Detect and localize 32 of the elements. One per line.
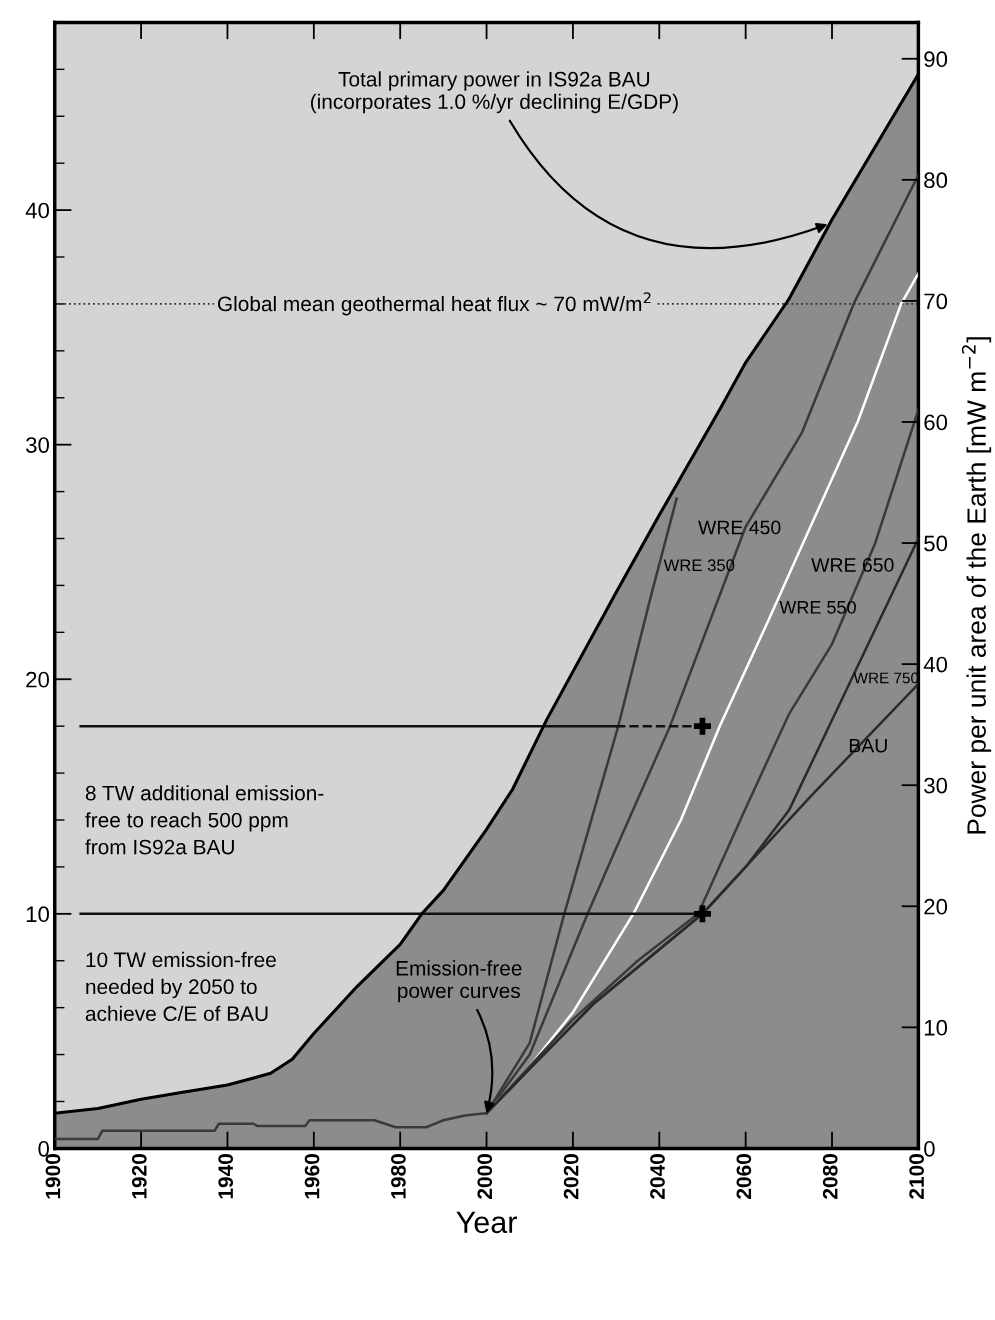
y2-tick-label: 10	[924, 1019, 948, 1036]
y2-tick-label: 0	[924, 1140, 935, 1157]
x-tick-label: 2040	[650, 1154, 665, 1199]
y2-tick-label: 70	[924, 293, 948, 310]
x-tick-label: 1920	[131, 1154, 147, 1199]
y2-tick-label: 80	[924, 172, 948, 189]
x-tick-label: 1960	[304, 1154, 320, 1199]
annotation: Emission-free power curves	[396, 960, 522, 1003]
y2-tick-label: 30	[924, 777, 948, 794]
annotation: 10 TW emission-free needed by 2050 to achieve C/E of BAU	[85, 951, 276, 1022]
x-tick-label: 2060	[736, 1154, 752, 1199]
x-axis-title: Year	[456, 1211, 517, 1234]
x-tick-label: 2020	[563, 1154, 579, 1199]
y2-tick-label: 40	[923, 656, 948, 673]
y2-tick-label: 50	[924, 535, 948, 552]
y2-axis-title: Power per unit area of the Earth [mW m$^{−2}$]	[961, 337, 992, 834]
annotation: Total primary power in IS92a BAU (incorporates 1.0 %/yr declining E/GDP)	[310, 71, 678, 114]
y-tick-label: 40	[25, 202, 49, 219]
y2-tick-label: 90	[924, 51, 948, 68]
x-tick-label: 1940	[218, 1154, 234, 1199]
ref-line-label: Global mean geothermal heat flux ~ 70 mW/m$^{2}$	[217, 292, 651, 316]
y2-tick-label: 60	[924, 414, 948, 431]
series-label: WRE 450	[698, 520, 781, 535]
y2-tick-label: 20	[924, 898, 948, 915]
annotation: 8 TW additional emission- free to reach 500 ppm from IS92a BAU	[85, 785, 324, 855]
x-tick-label: 2100	[909, 1154, 924, 1199]
y-tick-label: 20	[26, 671, 49, 688]
x-tick-label: 2000	[477, 1154, 493, 1199]
y-tick-label: 30	[26, 437, 49, 453]
x-tick-label: 1980	[391, 1154, 406, 1199]
y-tick-label: 10	[26, 906, 49, 923]
x-tick-label: 2080	[822, 1154, 838, 1199]
